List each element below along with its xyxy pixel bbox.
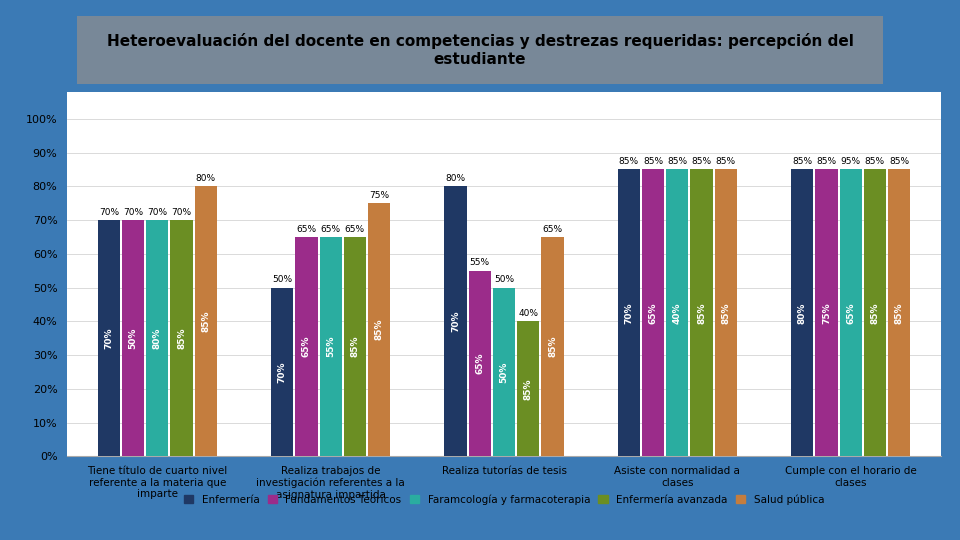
Text: 85%: 85% (548, 336, 557, 357)
Text: 85%: 85% (697, 302, 707, 323)
Text: 85%: 85% (177, 327, 186, 349)
Text: 65%: 65% (345, 225, 365, 233)
Text: 85%: 85% (350, 336, 359, 357)
Bar (714, 170, 737, 456)
Bar (791, 170, 813, 456)
Bar (98, 220, 120, 456)
Text: 75%: 75% (370, 191, 389, 200)
Text: 85%: 85% (792, 157, 812, 166)
Text: 85%: 85% (667, 157, 687, 166)
Bar (320, 237, 342, 456)
Text: 50%: 50% (129, 327, 137, 349)
Bar (296, 237, 318, 456)
Text: 65%: 65% (542, 225, 563, 233)
Bar (517, 321, 540, 456)
Bar (617, 170, 640, 456)
Bar (815, 170, 837, 456)
Text: 85%: 85% (871, 302, 879, 323)
Bar (444, 186, 467, 456)
Text: 80%: 80% (798, 302, 806, 323)
Text: 65%: 65% (297, 225, 317, 233)
Bar (492, 287, 516, 456)
Bar (864, 170, 886, 456)
Text: 85%: 85% (895, 302, 903, 323)
Text: 65%: 65% (321, 225, 341, 233)
Text: 70%: 70% (99, 208, 119, 217)
Text: 65%: 65% (301, 336, 311, 357)
Text: 70%: 70% (624, 302, 634, 323)
Legend: Enfermería, Fundamentos Teóricos, Faramcología y farmacoterapia, Enfermería avan: Enfermería, Fundamentos Teóricos, Faramc… (180, 490, 828, 509)
Text: 70%: 70% (123, 208, 143, 217)
Text: 70%: 70% (147, 208, 167, 217)
Text: 85%: 85% (619, 157, 638, 166)
Bar (888, 170, 910, 456)
Text: 85%: 85% (716, 157, 736, 166)
Text: 70%: 70% (105, 327, 113, 349)
Text: 70%: 70% (451, 310, 460, 332)
Bar (146, 220, 169, 456)
Bar (690, 170, 712, 456)
Text: 85%: 85% (374, 319, 384, 341)
Bar (642, 170, 664, 456)
Text: 85%: 85% (865, 157, 885, 166)
Bar (344, 237, 366, 456)
Text: Heteroevaluación del docente en competencias y destrezas requeridas: percepción : Heteroevaluación del docente en competen… (107, 33, 853, 66)
Text: 65%: 65% (649, 302, 658, 323)
Text: 40%: 40% (518, 309, 539, 318)
Text: 55%: 55% (469, 258, 490, 267)
Text: 85%: 85% (691, 157, 711, 166)
Text: 85%: 85% (643, 157, 663, 166)
Text: 85%: 85% (524, 378, 533, 400)
Text: 40%: 40% (673, 302, 682, 323)
Bar (541, 237, 564, 456)
Text: 95%: 95% (841, 157, 861, 166)
Text: 70%: 70% (172, 208, 192, 217)
Text: 85%: 85% (202, 310, 210, 332)
Bar (468, 271, 491, 456)
Bar (839, 170, 862, 456)
Text: 50%: 50% (494, 275, 514, 284)
Text: 80%: 80% (153, 327, 162, 349)
Text: 65%: 65% (846, 302, 855, 323)
Bar (195, 186, 217, 456)
Text: 75%: 75% (822, 302, 831, 323)
Bar (666, 170, 688, 456)
Text: 65%: 65% (475, 353, 484, 374)
Bar (368, 203, 391, 456)
Text: 85%: 85% (889, 157, 909, 166)
Text: 85%: 85% (721, 302, 731, 323)
Text: 50%: 50% (499, 361, 509, 383)
Text: 70%: 70% (277, 361, 287, 383)
Text: 80%: 80% (445, 174, 466, 183)
Text: 85%: 85% (816, 157, 836, 166)
Text: 50%: 50% (272, 275, 292, 284)
Text: 80%: 80% (196, 174, 216, 183)
FancyBboxPatch shape (60, 15, 900, 85)
Bar (271, 287, 294, 456)
Bar (171, 220, 193, 456)
Text: 55%: 55% (326, 336, 335, 357)
Bar (122, 220, 144, 456)
